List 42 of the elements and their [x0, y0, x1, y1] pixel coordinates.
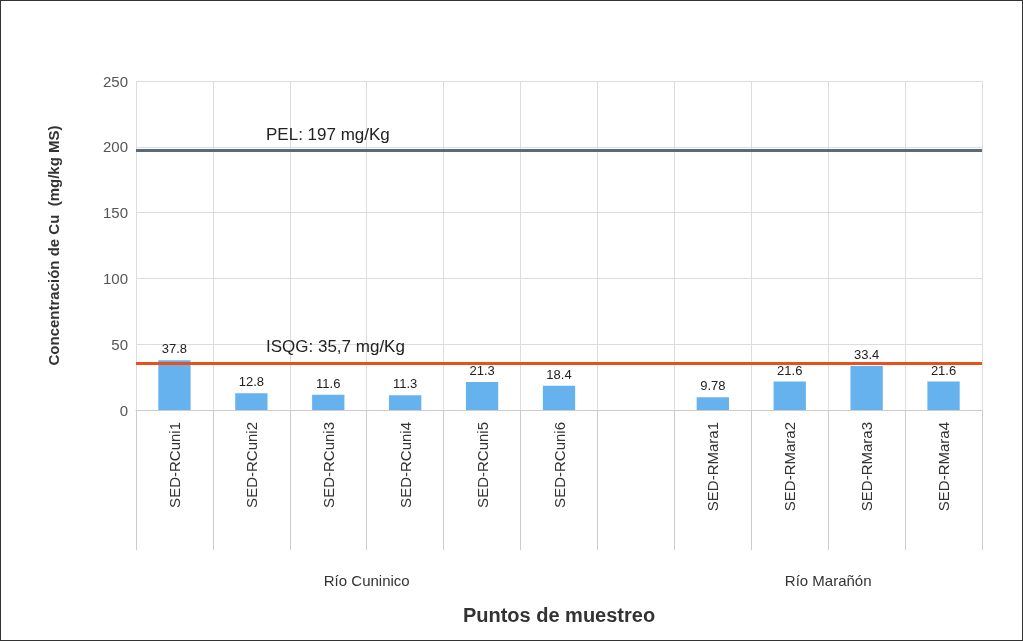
- data-label: 11.3: [393, 376, 418, 392]
- data-label: 12.8: [238, 374, 265, 390]
- x-tick-label: SED-RCuni3: [319, 422, 337, 508]
- y-tick-label: 200: [102, 138, 128, 156]
- bar: [235, 393, 268, 410]
- bar: [465, 381, 499, 410]
- x-tick-label: SED-RMara2: [781, 422, 799, 512]
- ref-line-label: ISQG: 35,7 mg/Kg: [266, 337, 405, 357]
- bar: [389, 395, 422, 410]
- x-axis-title: Puntos de muestreo: [462, 604, 656, 626]
- x-tick-label: SED-RCuni4: [396, 422, 414, 508]
- data-label: 37.8: [161, 341, 188, 357]
- x-tick-label: SED-RMara4: [935, 422, 953, 512]
- y-tick-label: 0: [119, 401, 128, 419]
- y-tick-label: 100: [102, 269, 128, 287]
- bar: [850, 366, 883, 410]
- data-label: 21.6: [777, 362, 803, 378]
- x-tick-label: SED-RCuni6: [550, 422, 568, 508]
- bar: [158, 360, 191, 410]
- bar: [773, 381, 806, 410]
- y-tick-label: 250: [102, 72, 128, 90]
- ref-line-label: PEL: 197 mg/Kg: [266, 124, 390, 144]
- x-tick-label: SED-RCuni2: [242, 422, 260, 508]
- data-label: 21.3: [469, 362, 495, 378]
- x-tick-label: SED-RCuni1: [165, 422, 183, 508]
- bar: [312, 394, 345, 410]
- text: Río Cuninico: [323, 571, 410, 589]
- data-label: 18.4: [546, 366, 572, 382]
- x-tick-label: SED-RMara3: [858, 422, 876, 512]
- text: Río Marañón: [784, 571, 872, 589]
- data-label: 21.6: [930, 362, 957, 378]
- data-label: 11.6: [316, 375, 341, 391]
- y-tick-label: 150: [102, 204, 128, 222]
- data-label: 33.4: [853, 347, 880, 363]
- bar: [542, 385, 576, 410]
- x-tick-label: SED-RCuni5: [473, 422, 491, 508]
- y-tick-label: 50: [111, 335, 128, 353]
- bar: [696, 397, 729, 410]
- y-axis-title: Concentración de Cu (mg/kg MS): [45, 125, 62, 366]
- bar: [927, 381, 960, 410]
- data-label: 9.78: [700, 378, 726, 394]
- x-tick-label: SED-RMara1: [704, 422, 722, 512]
